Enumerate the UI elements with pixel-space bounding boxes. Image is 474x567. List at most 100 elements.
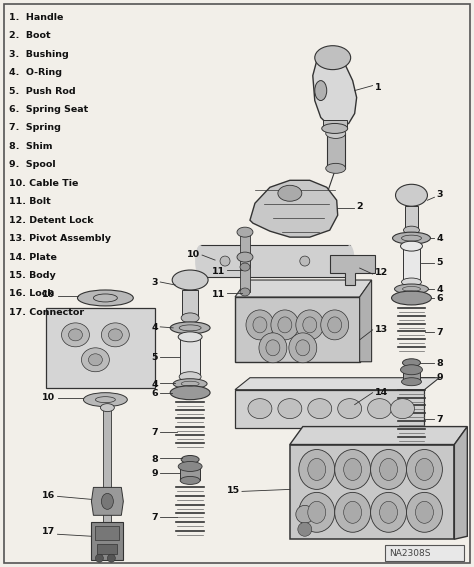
Ellipse shape bbox=[303, 317, 317, 333]
Text: 17: 17 bbox=[42, 527, 55, 536]
Text: 6: 6 bbox=[437, 294, 443, 303]
Ellipse shape bbox=[181, 313, 199, 323]
Ellipse shape bbox=[321, 310, 349, 340]
Bar bbox=[402, 246, 420, 282]
Ellipse shape bbox=[180, 476, 200, 484]
Bar bbox=[327, 133, 345, 168]
Ellipse shape bbox=[326, 129, 346, 138]
Ellipse shape bbox=[278, 317, 292, 333]
Text: 6: 6 bbox=[152, 389, 158, 397]
Text: 16. Lock: 16. Lock bbox=[9, 290, 54, 298]
Polygon shape bbox=[235, 378, 439, 390]
Ellipse shape bbox=[368, 399, 392, 418]
Bar bbox=[98, 544, 118, 554]
Text: 4: 4 bbox=[152, 323, 158, 332]
Ellipse shape bbox=[253, 317, 267, 333]
Bar bbox=[182, 290, 198, 318]
Ellipse shape bbox=[401, 241, 422, 251]
Ellipse shape bbox=[371, 450, 407, 489]
Ellipse shape bbox=[172, 270, 208, 290]
Text: 6.  Spring Seat: 6. Spring Seat bbox=[9, 105, 88, 114]
Ellipse shape bbox=[240, 263, 250, 271]
Ellipse shape bbox=[83, 393, 128, 407]
Bar bbox=[95, 526, 119, 540]
Text: 3: 3 bbox=[152, 278, 158, 287]
Ellipse shape bbox=[308, 399, 332, 418]
Text: 9.  Spool: 9. Spool bbox=[9, 160, 55, 170]
Text: 14: 14 bbox=[374, 388, 388, 397]
Ellipse shape bbox=[344, 459, 362, 480]
Bar bbox=[200, 245, 350, 277]
Text: 9: 9 bbox=[152, 469, 158, 479]
Ellipse shape bbox=[278, 399, 302, 418]
Text: 8: 8 bbox=[152, 455, 158, 464]
Ellipse shape bbox=[403, 226, 419, 234]
Text: 7: 7 bbox=[437, 328, 443, 337]
Text: 2.  Boot: 2. Boot bbox=[9, 31, 50, 40]
Ellipse shape bbox=[296, 340, 310, 356]
Polygon shape bbox=[330, 255, 374, 285]
Ellipse shape bbox=[77, 290, 133, 306]
Text: 5: 5 bbox=[152, 353, 158, 362]
Ellipse shape bbox=[170, 386, 210, 400]
Bar bbox=[240, 232, 250, 267]
Ellipse shape bbox=[237, 252, 253, 262]
Text: 5.  Push Rod: 5. Push Rod bbox=[9, 87, 75, 96]
Text: 17. Connector: 17. Connector bbox=[9, 308, 84, 317]
Polygon shape bbox=[455, 426, 467, 539]
Polygon shape bbox=[250, 180, 337, 237]
Bar bbox=[240, 257, 250, 292]
Bar bbox=[323, 120, 346, 129]
Ellipse shape bbox=[296, 310, 324, 340]
Ellipse shape bbox=[298, 522, 312, 536]
Ellipse shape bbox=[289, 333, 317, 363]
Text: 16: 16 bbox=[42, 492, 55, 501]
Ellipse shape bbox=[391, 399, 414, 418]
Bar bbox=[402, 370, 420, 382]
Text: 4: 4 bbox=[437, 285, 443, 294]
Ellipse shape bbox=[328, 317, 342, 333]
Ellipse shape bbox=[308, 459, 326, 480]
Ellipse shape bbox=[259, 333, 287, 363]
Ellipse shape bbox=[335, 492, 371, 532]
Ellipse shape bbox=[89, 354, 102, 366]
Ellipse shape bbox=[69, 329, 82, 341]
Text: 4: 4 bbox=[152, 380, 158, 389]
Ellipse shape bbox=[315, 81, 327, 100]
Ellipse shape bbox=[278, 185, 302, 201]
Text: 5: 5 bbox=[437, 258, 443, 267]
Ellipse shape bbox=[95, 554, 103, 562]
Ellipse shape bbox=[326, 163, 346, 174]
Text: 14. Plate: 14. Plate bbox=[9, 252, 56, 261]
Text: 1: 1 bbox=[374, 83, 381, 92]
Text: 7.  Spring: 7. Spring bbox=[9, 124, 61, 133]
Ellipse shape bbox=[407, 450, 442, 489]
Bar bbox=[290, 445, 455, 539]
Ellipse shape bbox=[101, 323, 129, 347]
Text: 11: 11 bbox=[212, 290, 225, 299]
Ellipse shape bbox=[240, 288, 250, 296]
Text: 3.  Bushing: 3. Bushing bbox=[9, 50, 68, 59]
Text: 12. Detent Lock: 12. Detent Lock bbox=[9, 215, 93, 225]
Text: 3: 3 bbox=[437, 191, 443, 199]
Ellipse shape bbox=[416, 459, 433, 480]
Text: 10: 10 bbox=[187, 250, 200, 259]
Ellipse shape bbox=[179, 372, 201, 382]
Ellipse shape bbox=[178, 462, 202, 471]
Bar bbox=[91, 522, 123, 560]
Polygon shape bbox=[235, 280, 372, 297]
Text: 4: 4 bbox=[437, 234, 443, 243]
Ellipse shape bbox=[371, 492, 407, 532]
Polygon shape bbox=[313, 54, 356, 128]
Text: 10. Cable Tie: 10. Cable Tie bbox=[9, 179, 78, 188]
Ellipse shape bbox=[392, 291, 431, 305]
Ellipse shape bbox=[407, 492, 442, 532]
Ellipse shape bbox=[62, 323, 90, 347]
Text: 13. Pivot Assembly: 13. Pivot Assembly bbox=[9, 234, 110, 243]
Ellipse shape bbox=[237, 227, 253, 237]
Ellipse shape bbox=[195, 245, 205, 277]
Ellipse shape bbox=[395, 184, 428, 206]
Ellipse shape bbox=[108, 554, 115, 562]
Ellipse shape bbox=[345, 245, 355, 277]
Text: 7: 7 bbox=[437, 414, 443, 424]
